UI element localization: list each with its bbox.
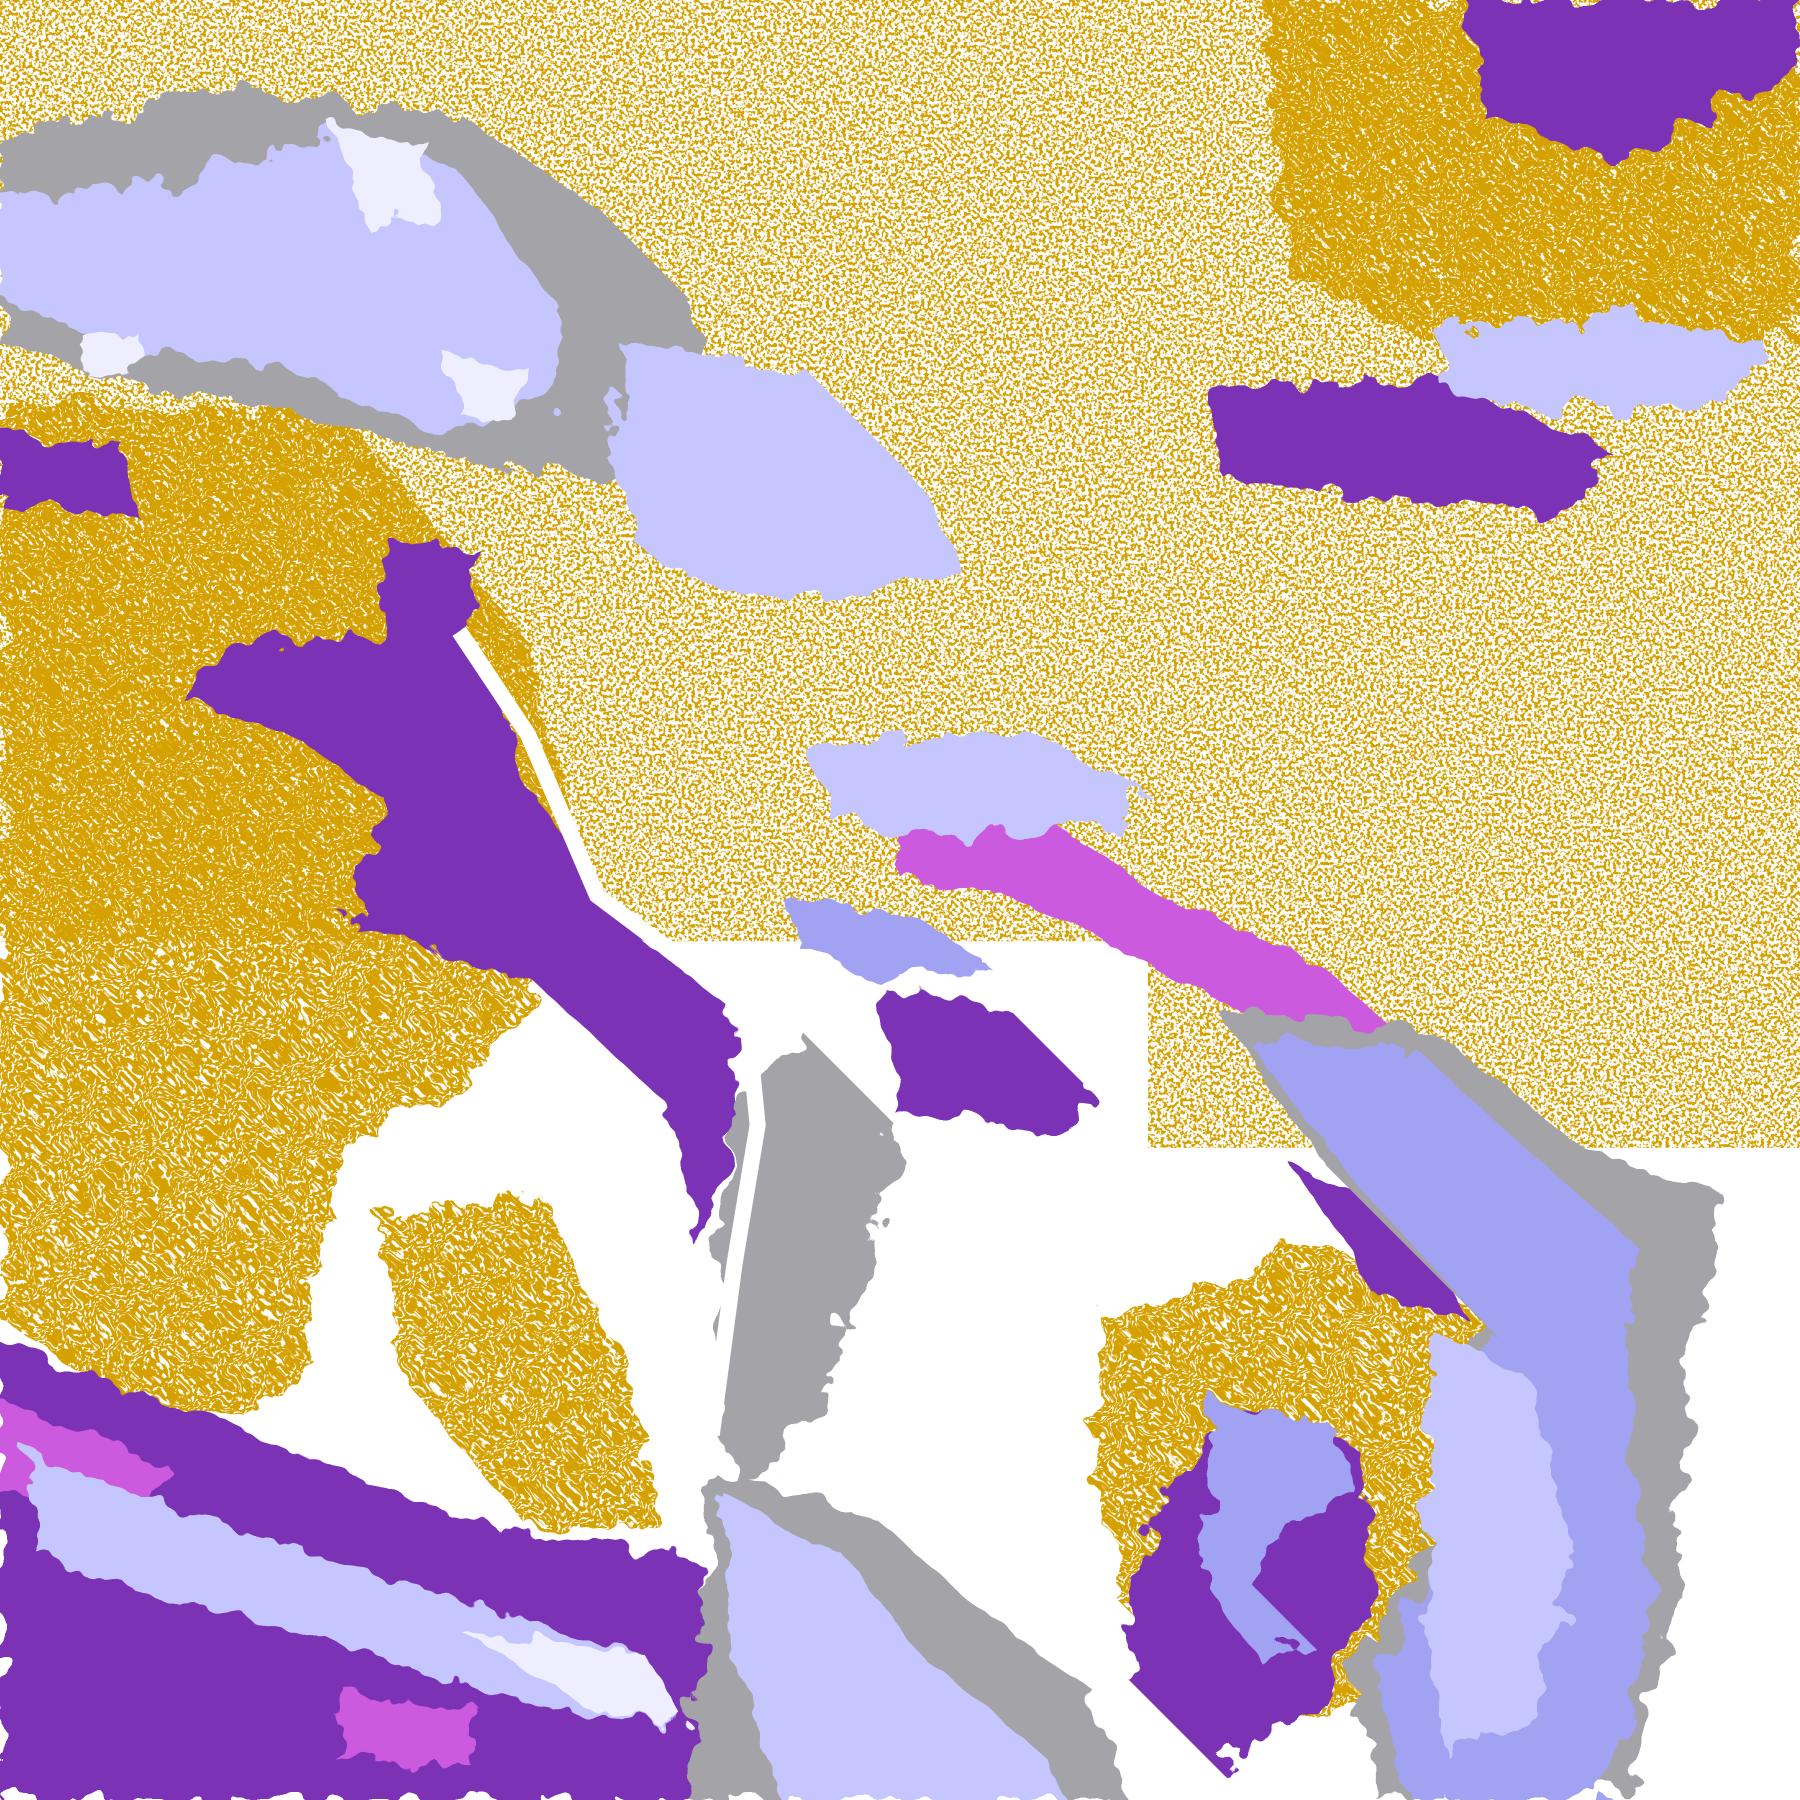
lavender-cloud-cluster-center	[608, 344, 965, 597]
gold-mass-southwest	[378, 1193, 666, 1527]
pale-cloud-southwest	[459, 1630, 689, 1722]
purple-west-patch	[0, 436, 138, 517]
lavender-cloud-northeast	[1434, 309, 1768, 414]
purple-central	[883, 987, 1091, 1131]
purple-band-northeast	[1205, 378, 1608, 517]
lavender-band-central	[803, 734, 1148, 839]
purple-east-coast	[1297, 1170, 1470, 1321]
pale-cloud-northwest	[80, 126, 529, 425]
purple-top-right	[1469, 0, 1800, 161]
lavender-cloud-east	[1423, 1331, 1573, 1757]
periwinkle-band-central	[780, 895, 988, 976]
periwinkle-swirl	[1205, 1400, 1355, 1665]
coastline-strip	[452, 626, 766, 1437]
purple-coastal-ocean	[183, 539, 735, 1252]
lavender-cloud-south	[723, 1492, 1068, 1800]
gold-speckle-east	[1147, 573, 1800, 1148]
